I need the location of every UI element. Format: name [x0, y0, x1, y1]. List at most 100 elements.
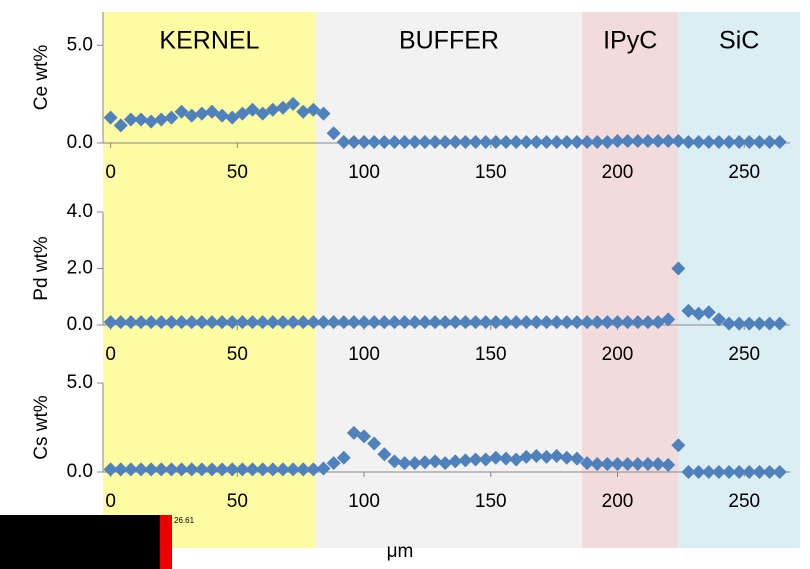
marker	[336, 450, 351, 465]
marker	[762, 135, 777, 150]
marker	[417, 315, 432, 330]
marker	[529, 135, 544, 150]
marker	[509, 315, 524, 330]
marker	[397, 456, 412, 471]
x-tick-label: 0	[105, 491, 116, 512]
marker	[326, 456, 341, 471]
marker	[681, 303, 696, 318]
marker	[245, 102, 260, 117]
marker	[154, 462, 169, 477]
marker	[620, 134, 635, 149]
marker	[265, 462, 280, 477]
inset-label: 26.61	[174, 516, 195, 525]
marker	[651, 315, 666, 330]
marker	[549, 135, 564, 150]
marker	[397, 315, 412, 330]
marker	[458, 315, 473, 330]
marker	[428, 315, 443, 330]
marker	[539, 135, 554, 150]
marker	[438, 315, 453, 330]
x-tick-label: 50	[227, 344, 248, 365]
marker	[204, 462, 219, 477]
marker	[772, 135, 787, 150]
marker	[681, 465, 696, 479]
marker	[275, 100, 290, 115]
marker	[326, 126, 341, 141]
region-label: BUFFER	[399, 27, 499, 55]
x-tick-label: 50	[227, 491, 248, 512]
marker	[610, 456, 625, 471]
marker	[123, 315, 138, 330]
marker	[651, 456, 666, 471]
marker	[113, 462, 128, 477]
x-tick-label: 200	[602, 162, 634, 183]
inset-image	[0, 515, 160, 569]
marker	[144, 114, 159, 129]
marker	[701, 305, 716, 320]
marker	[498, 451, 513, 466]
marker	[204, 315, 219, 330]
marker	[519, 135, 534, 150]
marker	[681, 135, 696, 150]
marker	[488, 135, 503, 150]
marker	[651, 134, 666, 149]
marker	[215, 315, 230, 330]
marker	[113, 118, 128, 133]
region	[315, 12, 583, 548]
marker	[103, 462, 118, 477]
marker	[377, 447, 392, 462]
marker	[711, 135, 726, 150]
marker	[478, 135, 493, 150]
marker	[488, 315, 503, 330]
marker	[164, 110, 179, 125]
marker	[286, 315, 301, 330]
marker	[346, 135, 361, 150]
marker	[590, 135, 605, 150]
marker	[204, 104, 219, 119]
marker	[600, 315, 615, 330]
marker	[590, 456, 605, 471]
marker	[306, 462, 321, 477]
marker	[286, 96, 301, 111]
y-tick-label: 5.0	[67, 34, 93, 55]
marker	[346, 315, 361, 330]
marker	[225, 315, 240, 330]
marker	[722, 465, 737, 479]
marker	[732, 465, 747, 479]
marker	[671, 261, 686, 276]
marker	[336, 135, 351, 150]
marker	[103, 315, 118, 330]
marker	[407, 456, 422, 471]
marker	[549, 315, 564, 330]
marker	[367, 135, 382, 150]
marker	[184, 108, 199, 123]
y-axis-label: Pd wt%	[31, 236, 52, 301]
marker	[671, 134, 686, 149]
marker	[225, 462, 240, 477]
marker	[357, 429, 372, 444]
marker	[640, 456, 655, 471]
marker	[620, 456, 635, 471]
marker	[539, 315, 554, 330]
x-tick-label: 0	[105, 162, 116, 183]
marker	[661, 457, 676, 472]
marker	[417, 455, 432, 470]
marker	[417, 135, 432, 150]
marker	[265, 315, 280, 330]
marker	[154, 112, 169, 127]
marker	[640, 134, 655, 149]
marker	[742, 135, 757, 150]
marker	[428, 135, 443, 150]
inset-colorbar	[160, 515, 172, 569]
marker	[144, 462, 159, 477]
marker	[275, 462, 290, 477]
marker	[174, 104, 189, 119]
marker	[600, 135, 615, 150]
marker	[134, 462, 149, 477]
marker	[691, 306, 706, 321]
marker	[539, 449, 554, 464]
marker	[306, 315, 321, 330]
x-tick-label: 250	[728, 344, 760, 365]
marker	[671, 438, 686, 453]
